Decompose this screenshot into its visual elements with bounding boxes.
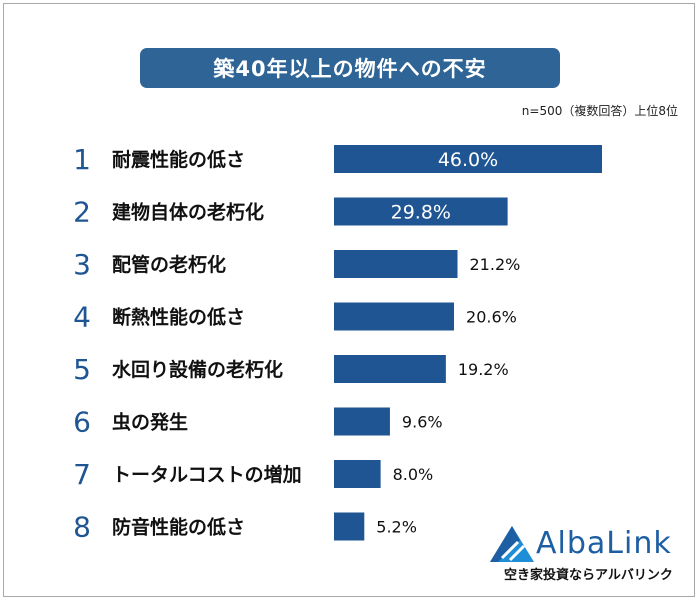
- bar: [334, 355, 446, 383]
- rank-number: 4: [73, 301, 91, 334]
- brand-logo: AlbaLink 空き家投資ならアルバリンク: [484, 522, 684, 584]
- albalink-logo-icon: [490, 526, 534, 562]
- rank-number: 7: [73, 458, 91, 491]
- bar: [334, 407, 390, 436]
- data-label: 8.0%: [393, 465, 434, 484]
- data-label: 5.2%: [376, 518, 417, 537]
- bar: [334, 302, 455, 331]
- rank-number: 1: [73, 143, 91, 176]
- rank-number: 5: [73, 353, 91, 386]
- sample-note: n=500（複数回答）上位8位: [521, 104, 678, 118]
- data-label: 21.2%: [470, 255, 521, 274]
- rank-number: 8: [73, 511, 91, 544]
- bar: [334, 512, 365, 541]
- category-label: 建物自体の老朽化: [112, 201, 264, 224]
- data-label: 29.8%: [391, 202, 451, 224]
- chart-frame: [3, 3, 695, 597]
- chart-title: 築40年以上の物件への不安: [213, 57, 487, 81]
- rank-number: 2: [73, 196, 91, 229]
- category-label: 防音性能の低さ: [112, 516, 245, 539]
- title-banner: 築40年以上の物件への不安: [140, 48, 560, 88]
- data-label: 9.6%: [402, 413, 443, 432]
- brand-tagline: 空き家投資ならアルバリンク: [504, 568, 673, 583]
- category-label: 虫の発生: [112, 411, 188, 434]
- bar: [334, 145, 602, 173]
- bar: [334, 460, 381, 488]
- data-label: 19.2%: [458, 360, 509, 379]
- category-label: 耐震性能の低さ: [112, 148, 245, 171]
- bar: [334, 197, 508, 226]
- bar: [334, 250, 458, 278]
- category-label: 断熱性能の低さ: [112, 306, 245, 329]
- category-label: トータルコストの増加: [112, 463, 302, 486]
- brand-name: AlbaLink: [536, 526, 672, 561]
- category-label: 水回り設備の老朽化: [112, 358, 283, 381]
- category-label: 配管の老朽化: [112, 253, 226, 276]
- rank-number: 3: [73, 248, 91, 281]
- data-label: 46.0%: [438, 149, 498, 171]
- rank-number: 6: [73, 406, 91, 439]
- data-label: 20.6%: [466, 308, 517, 327]
